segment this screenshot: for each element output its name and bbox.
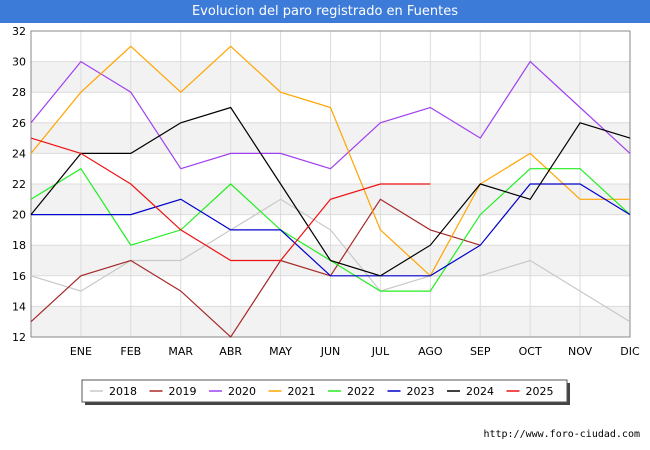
y-tick-label: 18	[12, 239, 26, 252]
x-tick-label: JUN	[320, 345, 341, 358]
x-tick-label: OCT	[519, 345, 542, 358]
y-axis-ticks: 12 14 16 18 20 22 24 26 28 30 32	[12, 25, 26, 344]
legend-label: 2019	[169, 385, 197, 398]
y-tick-label: 26	[12, 117, 26, 130]
x-tick-label: DIC	[620, 345, 640, 358]
y-tick-label: 32	[12, 25, 26, 38]
x-tick-label: AGO	[418, 345, 443, 358]
x-tick-label: FEB	[120, 345, 141, 358]
series-line-2020	[30, 60, 631, 170]
x-tick-label: JUL	[371, 345, 390, 358]
x-tick-label: MAY	[269, 345, 292, 358]
x-tick-label: NOV	[568, 345, 593, 358]
x-tick-label: ENE	[70, 345, 92, 358]
plot-frame	[30, 30, 631, 338]
y-tick-label: 22	[12, 178, 26, 191]
chart-title: Evolucion del paro registrado en Fuentes	[0, 0, 650, 23]
series-line-2025	[30, 137, 431, 262]
y-tick-label: 12	[12, 331, 26, 344]
source-credit: http://www.foro-ciudad.com	[483, 429, 640, 440]
y-tick-label: 24	[12, 147, 26, 160]
series-lines	[30, 45, 631, 338]
legend-label: 2024	[466, 385, 494, 398]
y-tick-label: 28	[12, 86, 26, 99]
legend-box	[81, 379, 568, 403]
legend-label: 2023	[407, 385, 435, 398]
y-tick-label: 14	[12, 300, 26, 313]
legend-label: 2020	[228, 385, 256, 398]
series-line-2024	[30, 106, 631, 277]
legend: 2018 2019 2020 2021 2022 2023 2024 2025	[81, 379, 570, 405]
legend-label: 2025	[526, 385, 554, 398]
y-tick-label: 30	[12, 56, 26, 69]
y-tick-label: 20	[12, 209, 26, 222]
x-tick-label: MAR	[168, 345, 193, 358]
x-tick-label: ABR	[219, 345, 242, 358]
series-line-2019	[30, 198, 481, 338]
x-tick-label: SEP	[470, 345, 491, 358]
x-axis-ticks: ENE FEB MAR ABR MAY JUN JUL AGO SEP OCT NOV DIC	[70, 345, 640, 358]
series-line-2021	[30, 45, 630, 277]
y-tick-label: 16	[12, 270, 26, 283]
legend-label: 2022	[347, 385, 375, 398]
legend-label: 2021	[288, 385, 316, 398]
legend-label: 2018	[109, 385, 137, 398]
series-line-2023	[31, 183, 631, 277]
